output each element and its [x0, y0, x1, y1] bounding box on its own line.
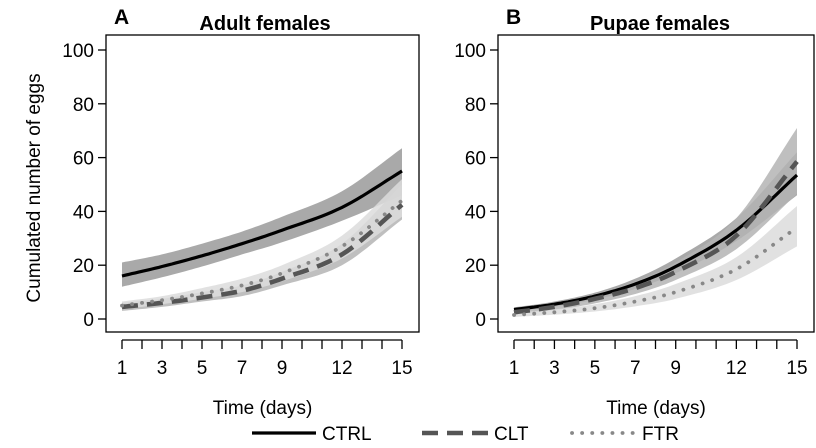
x-tick-label: 9 — [670, 358, 681, 379]
series-line-ctrl — [121, 169, 403, 278]
panel-title: Adult females — [199, 13, 330, 35]
y-tick-label: 80 — [73, 95, 94, 116]
x-tick-label: 7 — [237, 358, 248, 379]
series-line-clt — [121, 202, 404, 310]
legend: CTRL CLT FTR — [252, 424, 679, 445]
x-tick-label: 5 — [197, 358, 208, 379]
y-axis-label-left: Cumulated number of eggs — [24, 73, 45, 302]
panel-letter: B — [506, 6, 521, 29]
legend-label-clt: CLT — [494, 424, 529, 445]
plot-frame — [497, 34, 815, 333]
y-tick-label: 100 — [62, 41, 94, 62]
y-tick-label: 0 — [475, 310, 486, 331]
confidence-band-ctrl — [122, 148, 402, 287]
panel-pupae-females: 0 20 40 60 80 100 1 3 5 7 9 12 15 Time (days) B Pupae f… — [454, 6, 815, 419]
y-tick-label: 60 — [73, 149, 94, 170]
x-tick-label: 12 — [726, 358, 747, 379]
plot-frame — [105, 34, 420, 333]
x-tick-label: 7 — [630, 358, 641, 379]
x-tick-label: 12 — [331, 358, 352, 379]
legend-label-ftr: FTR — [642, 424, 679, 445]
y-tick-label: 60 — [465, 149, 486, 170]
series-line-ftr — [512, 225, 799, 317]
panel-adult-females: 0 20 40 60 80 100 1 3 5 7 9 12 15 Time (days) A Adult f… — [62, 6, 420, 419]
x-tick-label: 3 — [157, 358, 168, 379]
series-line-ftr — [120, 198, 404, 308]
confidence-band-ftr — [514, 206, 797, 317]
series-line-clt — [513, 160, 799, 315]
panel-title: Pupae females — [590, 13, 730, 35]
y-tick-label: 40 — [73, 202, 94, 223]
y-tick-label: 80 — [465, 95, 486, 116]
x-tick-label: 3 — [549, 358, 560, 379]
y-tick-label: 20 — [73, 256, 94, 277]
confidence-band-clt — [514, 128, 797, 315]
y-tick-label: 0 — [83, 310, 94, 331]
y-tick-label: 20 — [465, 256, 486, 277]
x-tick-label: 15 — [391, 358, 412, 379]
x-tick-label: 5 — [590, 358, 601, 379]
series-line-ctrl — [513, 173, 799, 312]
y-tick-label: 40 — [465, 202, 486, 223]
x-tick-label: 1 — [117, 358, 128, 379]
x-axis-label: Time (days) — [213, 398, 313, 419]
y-tick-label: 100 — [454, 41, 486, 62]
legend-label-ctrl: CTRL — [322, 424, 372, 445]
x-tick-label: 1 — [509, 358, 520, 379]
panel-letter: A — [114, 6, 129, 29]
x-tick-label: 9 — [277, 358, 288, 379]
x-axis-label: Time (days) — [606, 398, 706, 419]
x-tick-label: 15 — [786, 358, 807, 379]
